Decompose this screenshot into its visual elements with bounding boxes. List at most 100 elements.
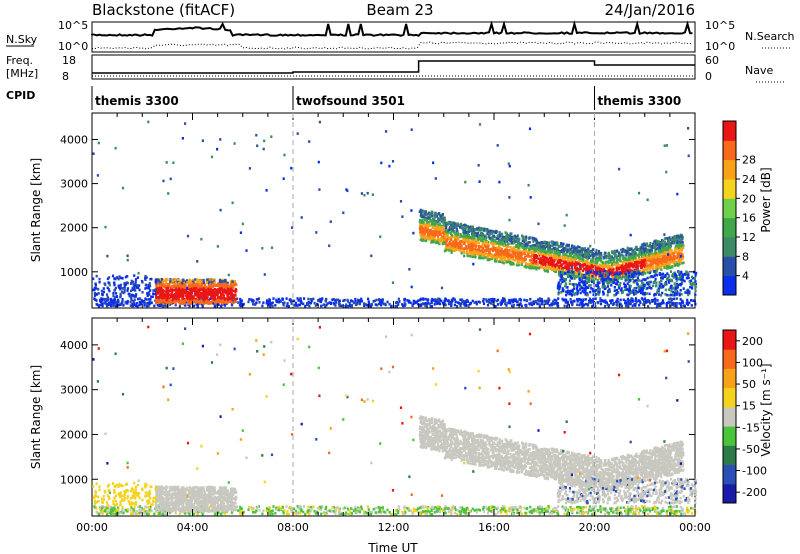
echo-cell — [101, 297, 105, 301]
echo-cell — [234, 294, 237, 297]
echo-cell — [206, 301, 210, 305]
echo-cell — [606, 270, 609, 274]
echo-cell — [161, 296, 164, 300]
echo-cell — [471, 299, 474, 303]
echo-cell — [321, 297, 324, 300]
echo-cell — [479, 249, 482, 253]
echo-cell — [95, 287, 98, 290]
echo-cell — [639, 301, 642, 304]
echo-cell — [227, 286, 230, 289]
echo-cell — [475, 238, 478, 242]
echo-cell — [497, 249, 500, 253]
echo-cell — [477, 253, 480, 256]
echo-cell — [386, 300, 389, 304]
echo-cell — [521, 239, 524, 242]
echo-cell — [553, 264, 556, 267]
echo-cell — [464, 226, 467, 229]
echo-cell — [556, 257, 559, 260]
echo-cell — [466, 247, 469, 251]
echo-cell — [100, 297, 103, 300]
echo-cell — [508, 252, 511, 255]
echo-cell — [570, 244, 574, 247]
echo-cell — [619, 303, 623, 306]
echo-cell — [430, 230, 433, 233]
echo-cell — [460, 244, 463, 247]
echo-cell — [188, 294, 191, 297]
echo-cell — [459, 235, 462, 239]
echo-cell — [176, 300, 179, 303]
echo-cell — [111, 274, 115, 278]
echo-cell — [476, 248, 479, 251]
echo-cell — [480, 227, 483, 230]
echo-cell — [171, 285, 174, 289]
echo-cell — [174, 298, 177, 302]
echo-cell — [550, 268, 554, 272]
echo-cell — [102, 287, 105, 290]
echo-cell — [178, 295, 181, 298]
echo-cell — [564, 298, 567, 301]
echo-cell — [442, 219, 445, 223]
echo-cell — [213, 295, 216, 298]
echo-cell — [131, 304, 135, 308]
echo-cell — [162, 302, 165, 305]
echo-cell — [550, 302, 553, 305]
echo-cell — [536, 302, 539, 306]
echo-cell — [516, 300, 519, 304]
nsky-tick-high: 10^5 — [58, 19, 88, 32]
echo-cell — [635, 264, 638, 267]
echo-cell — [480, 253, 483, 256]
echo-cell — [494, 250, 498, 253]
echo-cell — [179, 293, 182, 296]
echo-cell — [444, 297, 447, 300]
echo-cell — [508, 238, 511, 241]
echo-cell — [604, 251, 607, 255]
echo-cell — [293, 299, 296, 303]
echo-cell — [491, 297, 494, 301]
echo-cell — [374, 303, 377, 306]
echo-cell — [281, 298, 284, 301]
echo-cell — [586, 303, 589, 306]
echo-cell — [644, 272, 647, 275]
echo-cell — [619, 254, 622, 258]
echo-cell — [362, 302, 366, 305]
echo-cell — [518, 298, 521, 301]
echo-cell — [167, 297, 171, 300]
echo-cell — [675, 247, 678, 250]
echo-cell — [113, 277, 116, 280]
echo-cell — [598, 254, 601, 257]
echo-cell — [516, 234, 519, 238]
echo-cell — [257, 297, 261, 300]
echo-cell — [221, 297, 224, 301]
echo-cell — [473, 228, 476, 231]
echo-cell — [439, 302, 442, 306]
echo-cell — [660, 268, 663, 271]
echo-cell — [477, 231, 480, 235]
echo-cell — [464, 244, 468, 248]
echo-cell — [598, 256, 601, 260]
echo-cell — [607, 303, 611, 307]
echo-cell — [533, 249, 536, 253]
echo-cell — [144, 278, 147, 281]
echo-cell — [452, 297, 455, 300]
echo-cell — [482, 256, 485, 260]
echo-cell — [450, 250, 453, 253]
echo-cell — [563, 249, 566, 253]
echo-cell — [654, 299, 657, 303]
echo-cell — [611, 258, 614, 262]
echo-cell — [454, 238, 457, 242]
echo-cell — [665, 302, 669, 305]
echo-cell — [544, 255, 547, 259]
echo-cell — [615, 254, 618, 257]
echo-cell — [123, 288, 126, 292]
echo-cell — [645, 242, 649, 245]
echo-cell — [181, 281, 184, 285]
echo-cell — [136, 297, 140, 301]
echo-cell — [523, 252, 526, 256]
echo-cell — [100, 289, 103, 293]
echo-cell — [485, 298, 488, 301]
echo-cell — [375, 303, 379, 307]
echo-cell — [124, 275, 127, 279]
echo-cell — [583, 254, 586, 258]
echo-cell — [112, 304, 115, 307]
